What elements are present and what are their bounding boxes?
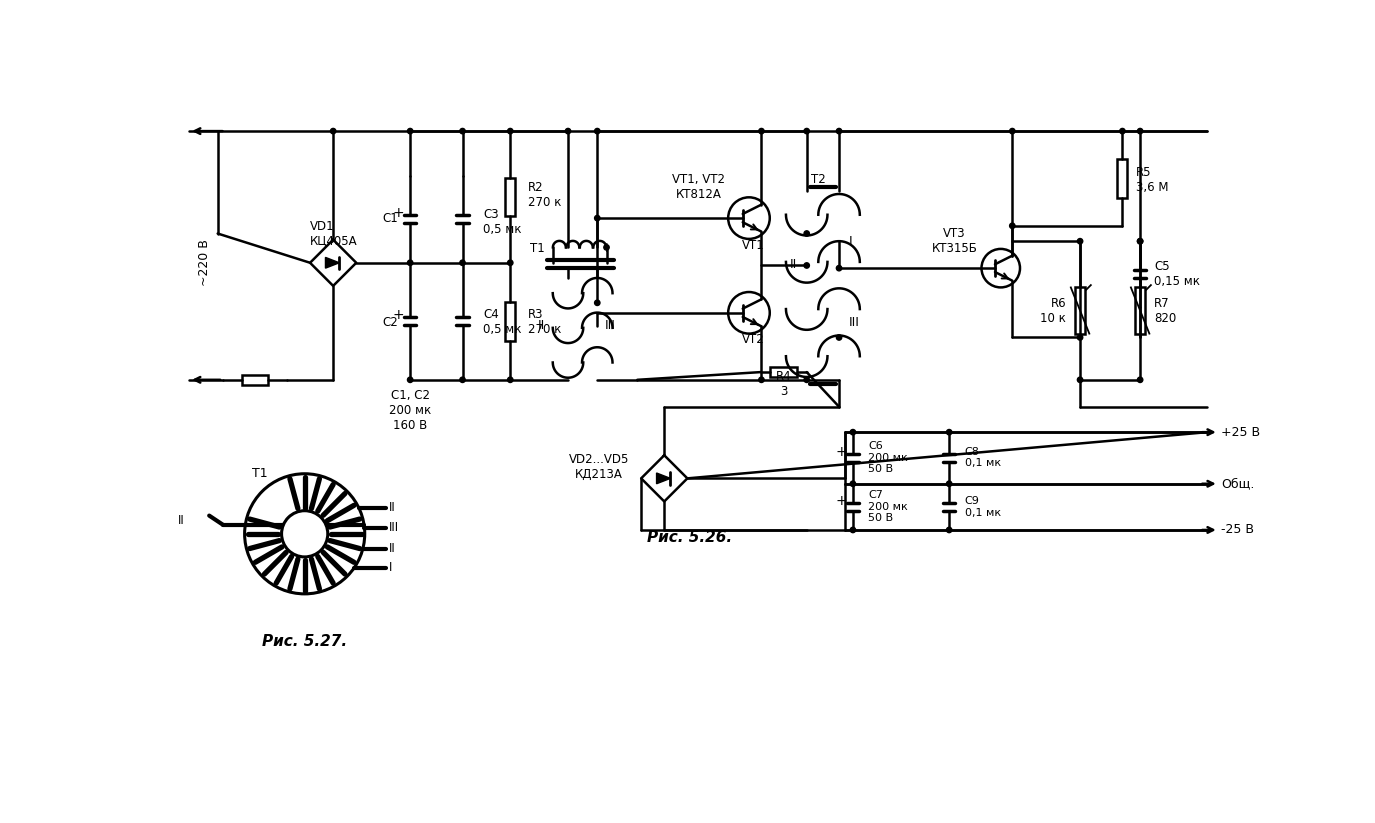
Text: VD1
КЦ405А: VD1 КЦ405А [309,220,358,248]
Text: +: + [393,308,404,322]
Circle shape [330,128,336,134]
Text: R2
270 к: R2 270 к [528,181,561,209]
Circle shape [1137,128,1143,134]
Circle shape [594,216,600,221]
Text: II: II [389,542,396,556]
Text: III: III [389,521,399,534]
Bar [770,367,798,377]
Circle shape [1009,128,1015,134]
Polygon shape [657,473,671,484]
Circle shape [604,244,609,250]
Text: Общ.: Общ. [1221,477,1254,491]
Text: T1: T1 [531,243,544,255]
Text: +: + [836,494,847,508]
Text: R7
820: R7 820 [1154,296,1176,324]
Text: III: III [605,319,616,332]
Circle shape [804,128,810,134]
Text: Рис. 5.26.: Рис. 5.26. [648,530,733,545]
Circle shape [459,128,465,134]
Circle shape [1137,377,1143,383]
Text: C9
0,1 мк: C9 0,1 мк [964,496,1001,518]
Circle shape [850,528,855,532]
Text: +25 В: +25 В [1221,425,1260,439]
Text: R4
3: R4 3 [775,370,792,398]
Circle shape [836,335,842,340]
Bar [1075,287,1085,333]
Circle shape [407,128,412,134]
Bar [505,302,516,341]
Text: C3
0,5 мк: C3 0,5 мк [483,208,522,236]
Text: III: III [848,315,859,328]
Text: T1: T1 [253,467,268,481]
Circle shape [459,260,465,266]
Text: II: II [389,501,396,514]
Text: C1, C2
200 мк
160 В: C1, C2 200 мк 160 В [389,389,432,432]
Circle shape [507,377,513,383]
Text: VT1: VT1 [741,239,764,252]
Circle shape [850,481,855,486]
Circle shape [759,377,765,383]
Circle shape [507,128,513,134]
Circle shape [1078,335,1082,340]
Circle shape [565,128,571,134]
Bar [242,374,268,385]
Circle shape [282,511,327,557]
Circle shape [459,377,465,383]
Text: C6
200 мк
50 В: C6 200 мк 50 В [868,441,908,474]
Circle shape [507,260,513,266]
Text: C5
0,15 мк: C5 0,15 мк [1154,260,1200,288]
Text: -25 В: -25 В [1221,523,1254,537]
Text: Рис. 5.27.: Рис. 5.27. [263,634,348,649]
Polygon shape [326,258,340,268]
Circle shape [594,300,600,305]
Text: +: + [393,206,404,220]
Circle shape [836,266,842,271]
Circle shape [759,128,765,134]
Text: R5
3,6 М: R5 3,6 М [1136,165,1169,193]
Circle shape [1137,239,1143,244]
Text: T2: T2 [810,173,825,186]
Circle shape [804,377,810,383]
Circle shape [836,128,842,134]
Text: II: II [538,319,544,332]
Text: VD2...VD5
КД213А: VD2...VD5 КД213А [569,453,628,481]
Circle shape [850,430,855,435]
Circle shape [804,263,810,268]
Circle shape [804,230,810,236]
Circle shape [407,260,412,266]
Text: R6
10 к: R6 10 к [1041,296,1066,324]
Text: I: I [848,235,852,248]
Text: VT3
КТ315Б: VT3 КТ315Б [932,227,978,255]
Bar [1136,287,1145,333]
Circle shape [946,528,951,532]
Text: VT1, VT2
КТ812А: VT1, VT2 КТ812А [672,174,726,202]
Text: VT2: VT2 [741,333,764,346]
Text: ~220 В: ~220 В [198,239,212,286]
Circle shape [1137,239,1143,244]
Bar [505,178,516,216]
Text: C4
0,5 мк: C4 0,5 мк [483,308,522,336]
Circle shape [594,128,600,134]
Text: I: I [389,561,392,574]
Circle shape [946,430,951,435]
Text: C2: C2 [382,315,399,328]
Text: I: I [605,243,609,255]
Circle shape [407,377,412,383]
Circle shape [1009,223,1015,229]
Circle shape [946,481,951,486]
Text: II: II [177,514,184,527]
Text: R3
270 к: R3 270 к [528,308,561,336]
Text: C1: C1 [382,212,399,225]
Circle shape [1078,377,1082,383]
Circle shape [1119,128,1125,134]
Text: C8
0,1 мк: C8 0,1 мк [964,447,1001,468]
Text: +: + [836,444,847,458]
Circle shape [1078,239,1082,244]
Bar [1118,159,1128,198]
Text: II: II [791,258,797,271]
Text: C7
200 мк
50 В: C7 200 мк 50 В [868,491,908,523]
